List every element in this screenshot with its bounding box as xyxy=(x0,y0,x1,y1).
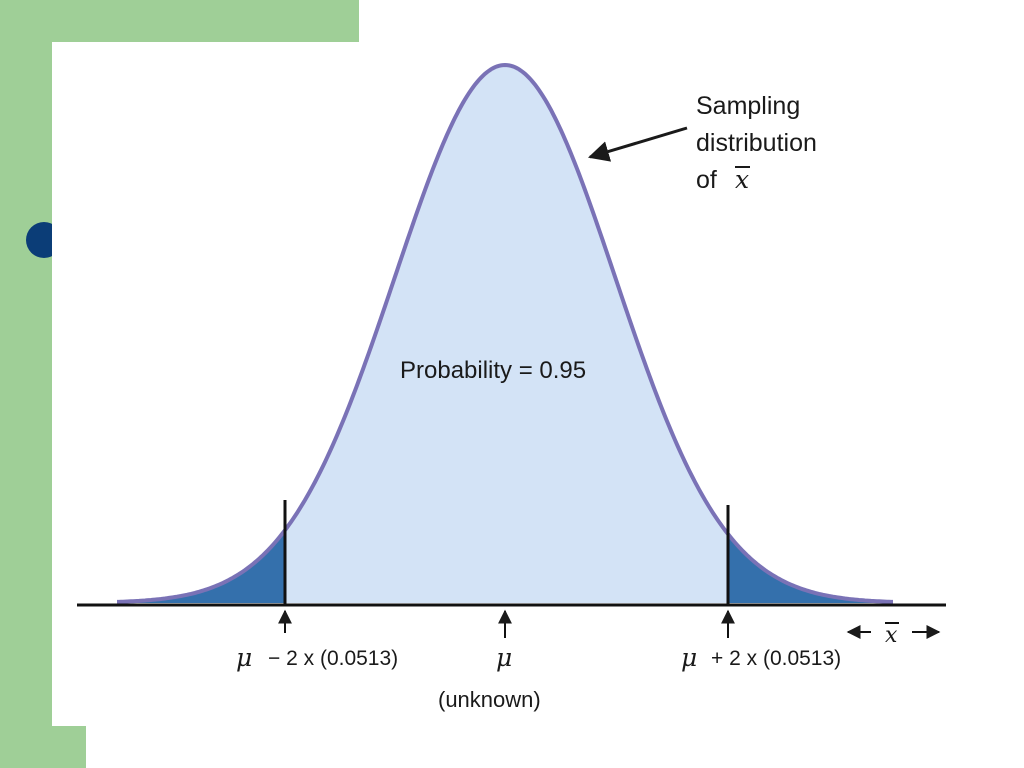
curve-label-line2: distribution xyxy=(696,129,817,157)
left-marker-text: − 2 x (0.0513) xyxy=(268,647,398,670)
right-marker-text: + 2 x (0.0513) xyxy=(711,647,841,670)
left-marker-mu: μ xyxy=(236,643,252,672)
center-marker-mu: μ xyxy=(496,643,512,672)
slide-accent-bottom-bar xyxy=(52,726,86,768)
right-tail-area xyxy=(728,534,893,603)
curve-label-line1: Sampling xyxy=(696,92,800,120)
center-marker-note: (unknown) xyxy=(438,687,541,712)
curve-label-line3-prefix: of xyxy=(696,166,717,194)
normal-curve xyxy=(117,62,893,604)
probability-label: Probability = 0.95 xyxy=(400,357,586,384)
x-bar-symbol: x xyxy=(735,165,749,194)
curve-center-area xyxy=(117,65,893,603)
axis-x-bar-symbol: x xyxy=(885,623,898,648)
left-tail-area xyxy=(117,530,285,603)
curve-label-pointer-arrow xyxy=(587,126,688,162)
slide-accent-top-bar xyxy=(52,0,359,42)
slide-accent-left-bar xyxy=(0,0,52,768)
right-marker-mu: μ xyxy=(681,643,697,672)
